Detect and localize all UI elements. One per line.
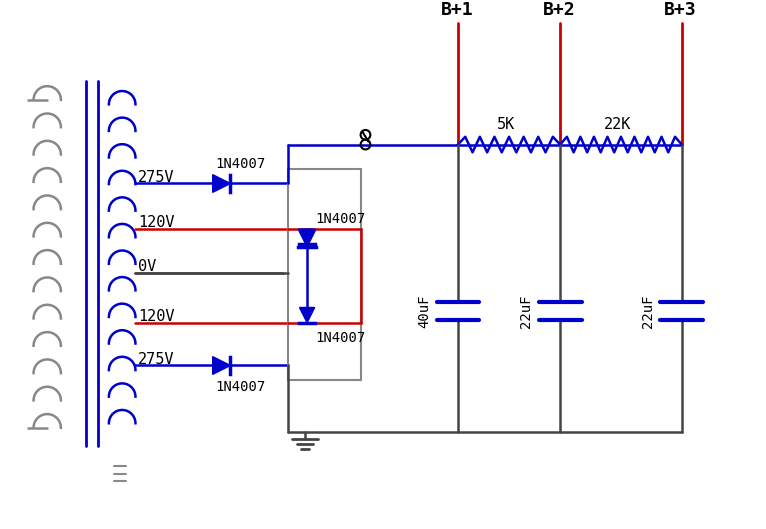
Text: 1N4007: 1N4007 [215,157,266,171]
Text: 22uF: 22uF [641,294,655,328]
Text: 275V: 275V [138,170,174,185]
Bar [287,169,361,380]
Text: B+1: B+1 [440,1,473,19]
Text: 22uF: 22uF [519,294,533,328]
Text: B+3: B+3 [664,1,697,19]
Text: 1N4007: 1N4007 [215,380,266,394]
Polygon shape [213,175,231,193]
Polygon shape [300,229,315,244]
Text: 120V: 120V [138,215,174,230]
Polygon shape [300,307,315,323]
Text: 120V: 120V [138,309,174,324]
Polygon shape [213,357,231,375]
Text: 275V: 275V [138,352,174,367]
Text: 5K: 5K [497,117,516,132]
Text: 22K: 22K [604,117,631,132]
Polygon shape [298,229,316,247]
Text: 0V: 0V [138,259,156,274]
Text: B+2: B+2 [542,1,575,19]
Text: 1N4007: 1N4007 [315,213,365,226]
Text: 40uF: 40uF [417,294,431,328]
Text: 1N4007: 1N4007 [315,331,365,345]
